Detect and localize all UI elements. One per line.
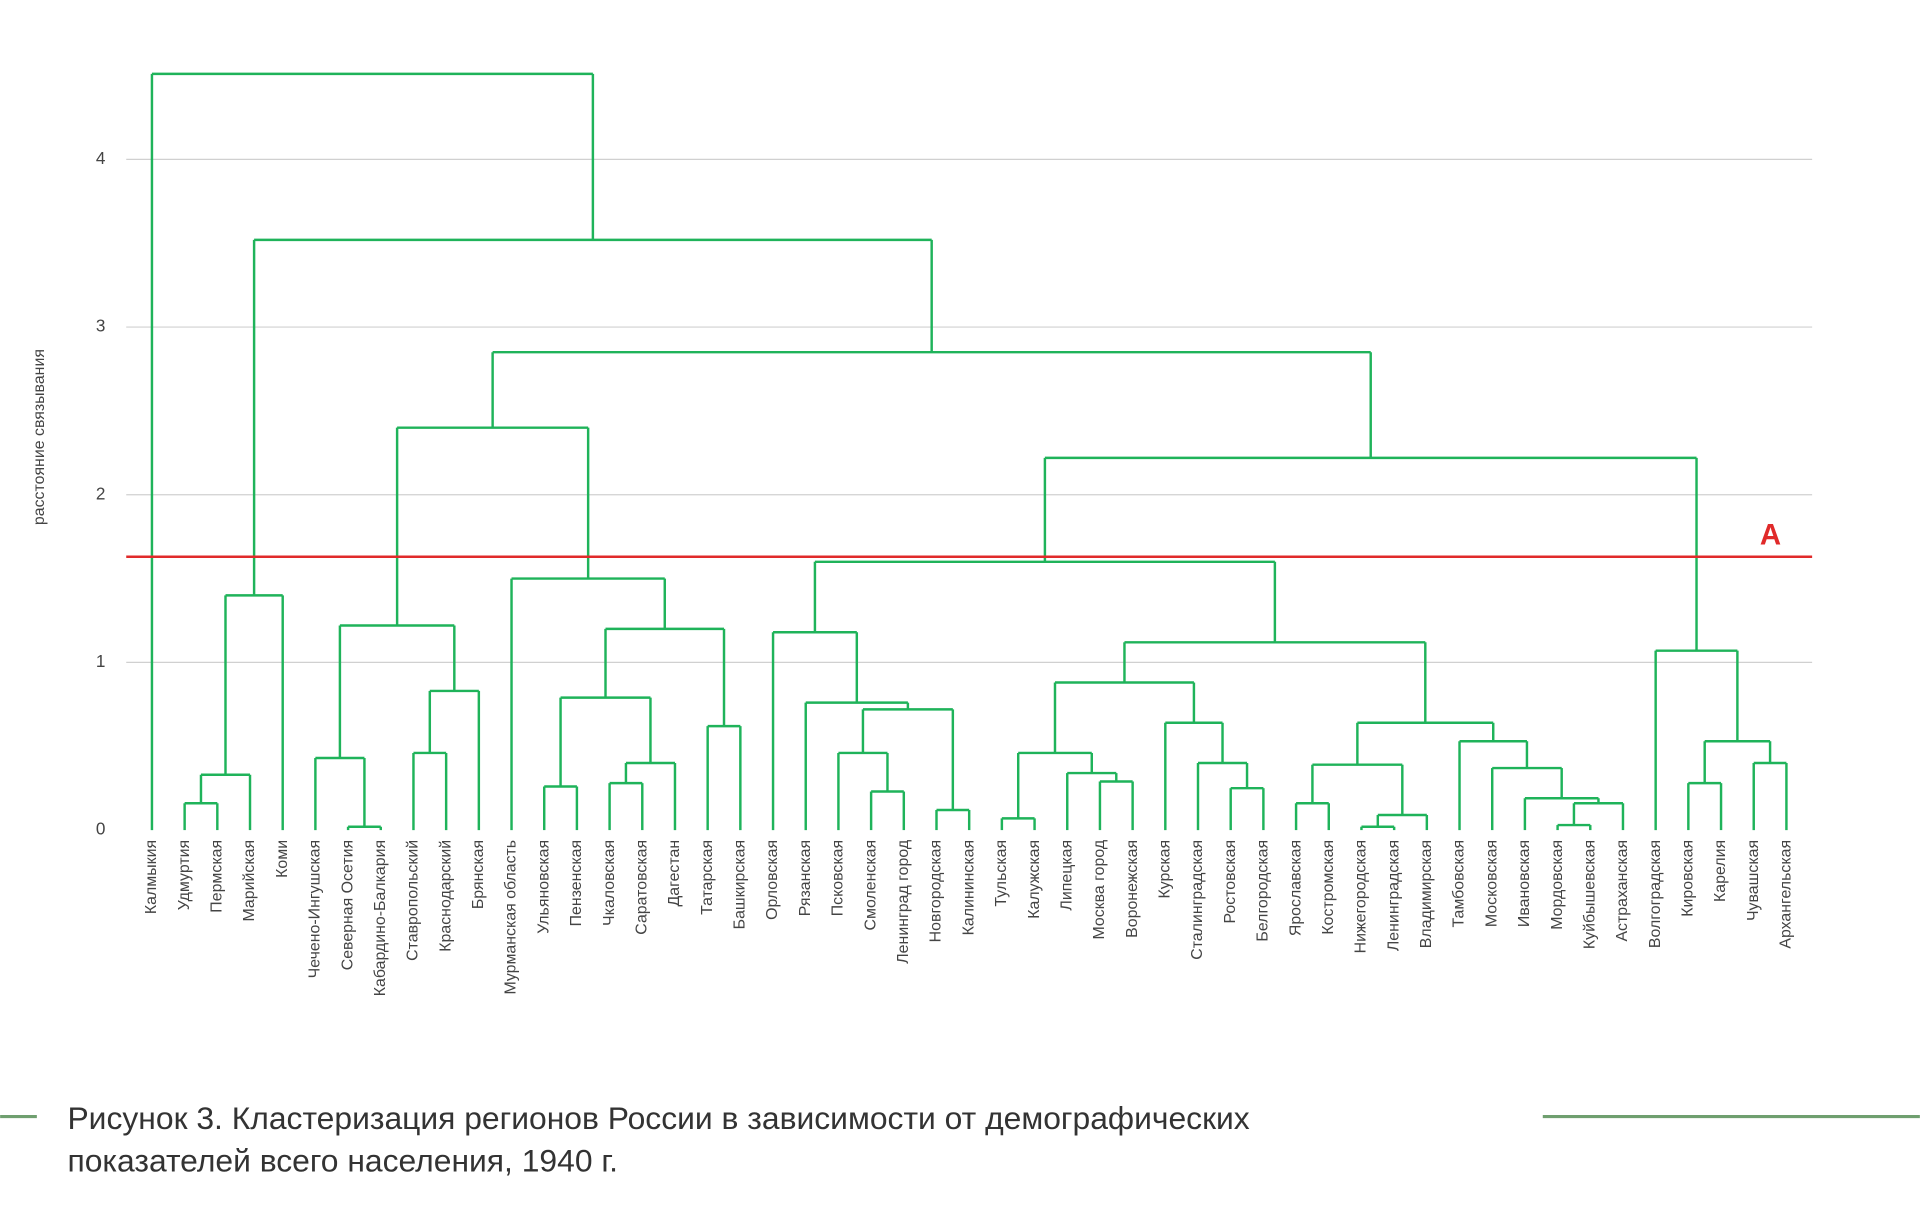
leaf-label: Ростовская [1222,840,1239,924]
leaf-label: Ленинградская [1385,840,1402,951]
leaf-label: Чкаловская [601,840,618,926]
caption: показателей всего населения, 1940 г. [67,1143,617,1179]
leaf-label: Марийская [241,840,258,922]
leaf-label: Башкирская [732,840,749,929]
leaf-label: Татарская [699,840,716,915]
leaf-label: Калужская [1026,840,1043,919]
leaf-label: Ивановская [1516,840,1533,927]
leaf-label: Смоленская [862,840,879,931]
threshold-label: A [1760,519,1781,552]
leaf-label: Ульяновская [535,840,552,934]
leaf-label: Мурманская область [503,840,520,995]
y-tick-label: 0 [96,819,106,839]
leaf-label: Саратовская [633,840,650,935]
leaf-label: Кабардино-Балкария [372,840,389,996]
leaf-label: Карелия [1712,840,1729,902]
leaf-label: Псковская [830,840,847,916]
leaf-label: Волгоградская [1647,840,1664,948]
leaf-label: Удмуртия [176,840,193,910]
leaf-label: Белгородская [1255,840,1272,942]
leaf-label: Калмыкия [143,840,160,914]
caption: Рисунок 3. Кластеризация регионов России… [67,1100,1249,1136]
leaf-label: Тамбовская [1451,840,1468,928]
leaf-label: Брянская [470,840,487,909]
y-tick-label: 4 [96,148,106,168]
leaf-label: Куйбышевская [1581,840,1598,949]
leaf-label: Владимирская [1418,840,1435,948]
leaf-label: Пермская [209,840,226,913]
leaf-label: Липецкая [1058,840,1075,911]
leaf-label: Краснодарский [437,840,454,952]
leaf-label: Мордовская [1549,840,1566,930]
leaf-label: Московская [1483,840,1500,927]
leaf-label: Калининская [960,840,977,935]
leaf-label: Пензенская [568,840,585,927]
leaf-label: Чечено-Ингушская [307,840,324,978]
leaf-label: Орловская [764,840,781,920]
leaf-label: Чувашская [1745,840,1762,921]
leaf-label: Сталинградская [1189,840,1206,960]
y-tick-label: 2 [96,483,106,503]
leaf-label: Архангельская [1778,840,1795,949]
leaf-label: Воронежская [1124,840,1141,938]
leaf-label: Дагестан [666,840,683,907]
leaf-label: Северная Осетия [339,840,356,970]
leaf-label: Рязанская [797,840,814,916]
leaf-label: Тульская [993,840,1010,907]
y-axis-label: расстояние связывания [31,349,48,525]
leaf-label: Москва город [1091,839,1108,939]
leaf-label: Нижегородская [1353,840,1370,954]
leaf-label: Коми [274,840,291,878]
y-tick-label: 3 [96,316,106,336]
leaf-label: Ставропольский [405,840,422,961]
leaf-label: Новгородская [928,840,945,942]
leaf-label: Курская [1157,840,1174,899]
leaf-label: Ленинград город [895,839,912,964]
leaf-label: Кировская [1680,840,1697,917]
y-tick-label: 1 [96,651,106,671]
leaf-label: Ярославская [1287,840,1304,936]
leaf-label: Костромская [1320,840,1337,935]
leaf-label: Астраханская [1614,840,1631,942]
